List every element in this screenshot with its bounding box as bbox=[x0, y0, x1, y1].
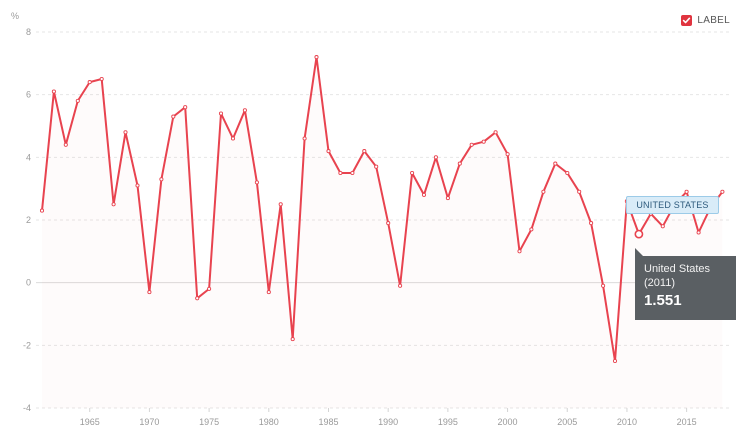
data-point[interactable] bbox=[218, 111, 224, 116]
series-line-united-states[interactable] bbox=[41, 56, 724, 362]
x-tick-label: 1985 bbox=[318, 417, 338, 427]
data-point[interactable] bbox=[242, 108, 247, 113]
series-name-tag: UNITED STATES bbox=[626, 196, 719, 214]
data-point[interactable] bbox=[517, 249, 522, 254]
data-point[interactable] bbox=[111, 202, 116, 207]
data-point[interactable] bbox=[696, 230, 701, 235]
x-tick-label: 1970 bbox=[139, 417, 159, 427]
data-point[interactable] bbox=[87, 80, 92, 85]
data-point[interactable] bbox=[493, 130, 498, 135]
legend-toggle[interactable]: LABEL bbox=[681, 15, 730, 26]
data-point[interactable] bbox=[326, 149, 331, 154]
y-tick-label: 8 bbox=[26, 27, 31, 37]
data-point[interactable] bbox=[135, 183, 140, 188]
data-point[interactable] bbox=[171, 114, 176, 119]
data-point[interactable] bbox=[99, 76, 104, 82]
data-point[interactable] bbox=[445, 196, 450, 201]
series-layer bbox=[39, 55, 725, 408]
data-point[interactable] bbox=[386, 221, 391, 226]
data-point[interactable] bbox=[660, 224, 665, 229]
x-tick-label: 1995 bbox=[438, 417, 458, 427]
x-tick-label: 1990 bbox=[378, 417, 398, 427]
data-point-tooltip: United States (2011) 1.551 bbox=[635, 248, 736, 320]
data-point[interactable] bbox=[183, 105, 188, 110]
data-point[interactable] bbox=[720, 189, 725, 194]
y-tick-label: 0 bbox=[26, 278, 31, 288]
data-point[interactable] bbox=[159, 177, 164, 182]
data-point[interactable] bbox=[565, 170, 570, 176]
data-point[interactable] bbox=[147, 290, 152, 295]
data-point[interactable] bbox=[39, 208, 45, 213]
data-point[interactable] bbox=[553, 161, 558, 166]
x-tick-label: 2010 bbox=[617, 417, 637, 427]
data-point[interactable] bbox=[75, 98, 80, 103]
data-point[interactable] bbox=[589, 221, 594, 226]
data-point[interactable] bbox=[302, 136, 307, 141]
x-tick-label: 2000 bbox=[498, 417, 518, 427]
y-tick-label: -4 bbox=[23, 403, 31, 413]
data-point[interactable] bbox=[398, 283, 403, 288]
y-tick-label: 6 bbox=[26, 90, 31, 100]
data-point[interactable] bbox=[529, 227, 534, 232]
data-point[interactable] bbox=[350, 170, 355, 176]
data-point[interactable] bbox=[314, 55, 319, 60]
data-point[interactable] bbox=[612, 358, 618, 364]
x-tick-label: 1975 bbox=[199, 417, 219, 427]
y-tick-label: 2 bbox=[26, 215, 31, 225]
data-point[interactable] bbox=[123, 130, 128, 135]
data-point[interactable] bbox=[362, 149, 367, 154]
data-point[interactable] bbox=[481, 139, 486, 144]
x-axis: 1965 1970 1975 1980 1985 1990 1995 2000 2005 2010… bbox=[80, 408, 697, 427]
data-point[interactable] bbox=[505, 152, 510, 157]
data-point[interactable] bbox=[207, 286, 212, 291]
highlighted-data-point[interactable] bbox=[634, 229, 644, 239]
legend-label: LABEL bbox=[697, 15, 730, 26]
y-tick-label: -2 bbox=[23, 340, 31, 350]
checkbox-checked-icon[interactable] bbox=[681, 15, 693, 26]
x-tick-label: 1965 bbox=[80, 417, 100, 427]
data-point[interactable] bbox=[421, 192, 427, 197]
y-axis: -4 -2 0 2 4 6 8 bbox=[23, 27, 31, 413]
tooltip-series-name: United States bbox=[644, 263, 711, 275]
data-point[interactable] bbox=[374, 164, 379, 169]
data-point[interactable] bbox=[410, 170, 415, 176]
data-point[interactable] bbox=[684, 189, 689, 194]
data-point[interactable] bbox=[457, 161, 462, 166]
data-point[interactable] bbox=[469, 142, 474, 147]
data-point[interactable] bbox=[195, 296, 200, 301]
tooltip-value: 1.551 bbox=[644, 292, 682, 309]
data-point[interactable] bbox=[601, 283, 606, 288]
data-point[interactable] bbox=[230, 136, 236, 141]
x-tick-label: 1980 bbox=[259, 417, 279, 427]
tooltip-year: (2011) bbox=[644, 277, 675, 289]
y-axis-unit-label: % bbox=[11, 11, 19, 21]
data-point[interactable] bbox=[254, 180, 259, 185]
series-area bbox=[42, 57, 722, 408]
y-tick-label: 4 bbox=[26, 152, 31, 162]
data-point[interactable] bbox=[51, 89, 56, 94]
grid-lines bbox=[36, 31, 732, 409]
data-point[interactable] bbox=[433, 155, 438, 160]
data-point[interactable] bbox=[63, 142, 68, 147]
data-point[interactable] bbox=[577, 189, 582, 194]
data-point[interactable] bbox=[541, 189, 546, 194]
x-tick-label: 2015 bbox=[677, 417, 697, 427]
data-point[interactable] bbox=[278, 202, 283, 207]
x-tick-label: 2005 bbox=[557, 417, 577, 427]
data-point[interactable] bbox=[290, 337, 295, 342]
data-point[interactable] bbox=[266, 290, 271, 295]
data-point[interactable] bbox=[338, 170, 343, 176]
